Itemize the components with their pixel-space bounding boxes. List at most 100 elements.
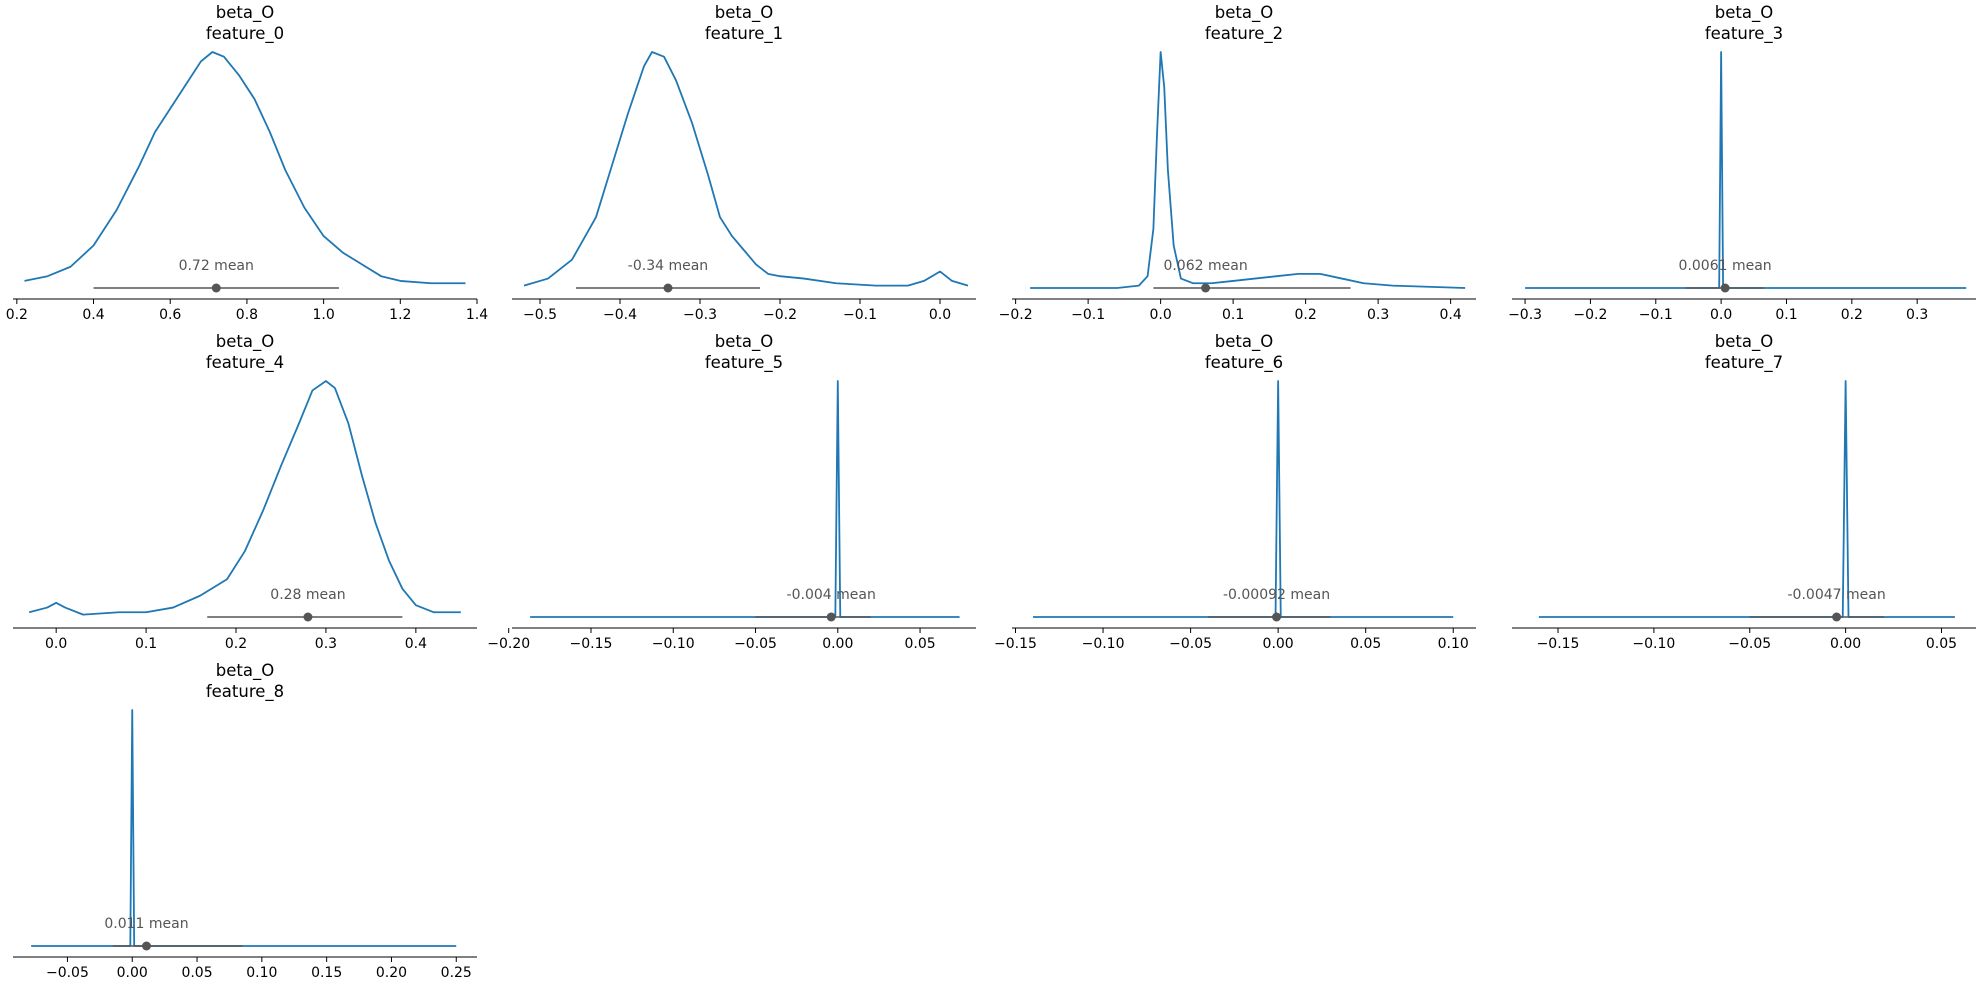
x-tick-label: 0.2 [6,307,28,323]
x-tick-label: −0.15 [994,636,1037,652]
x-tick-label: −0.2 [1573,307,1607,323]
subplot-title-variable: beta_O [1215,3,1273,23]
mean-point [1832,612,1842,622]
x-tick-label: 0.0 [1710,307,1732,323]
subplot-title-coordinate: feature_8 [206,682,284,702]
x-tick-label: 0.20 [376,965,407,981]
x-tick-label: 1.2 [389,307,411,323]
x-tick-label: −0.4 [603,307,637,323]
x-tick-label: 0.0 [1149,307,1171,323]
x-tick-label: −0.10 [1082,636,1125,652]
subplot-title-coordinate: feature_4 [206,353,284,373]
x-tick-label: −0.05 [1169,636,1212,652]
subplot-title-coordinate: feature_6 [1205,353,1283,373]
mean-label: 0.011 mean [104,916,188,932]
x-tick-label: −0.05 [1728,636,1771,652]
mean-label: 0.28 mean [270,587,345,603]
x-tick-label: −0.3 [683,307,717,323]
subplot-title-coordinate: feature_2 [1205,24,1283,44]
x-tick-label: 0.1 [1222,307,1244,323]
subplot-title-variable: beta_O [216,3,274,23]
density-curve [31,709,457,947]
x-tick-label: 0.3 [315,636,337,652]
mean-label: 0.062 mean [1163,258,1247,274]
subplot-title-variable: beta_O [1715,3,1773,23]
subplot-title-coordinate: feature_5 [705,353,783,373]
x-tick-label: −0.15 [570,636,613,652]
x-tick-label: 0.6 [159,307,181,323]
mean-point [303,612,313,622]
subplot-title-variable: beta_O [216,661,274,681]
x-tick-label: 0.1 [1775,307,1797,323]
x-tick-label: 0.3 [1906,307,1928,323]
x-tick-label: 0.4 [82,307,104,323]
density-curve [24,51,466,285]
x-tick-label: 0.25 [441,965,472,981]
mean-label: -0.00092 mean [1223,587,1330,603]
density-curve [1525,51,1967,289]
subplot-title-variable: beta_O [715,332,773,352]
mean-point [663,283,673,293]
x-tick-label: 1.0 [312,307,334,323]
x-tick-label: 0.00 [1830,636,1861,652]
density-curve [1033,380,1454,618]
x-tick-label: −0.10 [1632,636,1675,652]
x-tick-label: −0.20 [487,636,530,652]
subplot-title-coordinate: feature_0 [206,24,284,44]
mean-point [1720,283,1730,293]
x-tick-label: 0.00 [822,636,853,652]
x-tick-label: 1.4 [466,307,488,323]
mean-label: -0.34 mean [628,258,708,274]
density-curve [523,51,969,287]
x-tick-label: 0.10 [246,965,277,981]
x-tick-label: 0.2 [1294,307,1316,323]
density-curve [530,380,960,618]
subplot-title-variable: beta_O [715,3,773,23]
x-tick-label: 0.3 [1367,307,1389,323]
mean-point [141,941,151,951]
subplot-title-coordinate: feature_3 [1705,24,1783,44]
x-tick-label: −0.2 [999,307,1033,323]
x-tick-label: 0.05 [181,965,212,981]
x-tick-label: 0.4 [1439,307,1461,323]
density-curve [28,380,461,616]
mean-point [826,612,836,622]
x-tick-label: 0.15 [311,965,342,981]
x-tick-label: 0.05 [904,636,935,652]
x-tick-label: 0.0 [45,636,67,652]
mean-label: -0.0047 mean [1788,587,1886,603]
density-curve [1030,51,1466,289]
x-tick-label: 0.4 [405,636,427,652]
mean-label: 0.72 mean [179,258,254,274]
x-tick-label: −0.10 [652,636,695,652]
x-tick-label: 0.10 [1438,636,1469,652]
subplot-title-variable: beta_O [1715,332,1773,352]
x-tick-label: −0.05 [46,965,89,981]
mean-point [1272,612,1282,622]
x-tick-label: 0.05 [1350,636,1381,652]
x-tick-label: −0.2 [763,307,797,323]
x-tick-label: −0.1 [843,307,877,323]
x-tick-label: 0.2 [1841,307,1863,323]
x-tick-label: 0.00 [117,965,148,981]
x-tick-label: −0.3 [1508,307,1542,323]
x-tick-label: 0.05 [1926,636,1957,652]
mean-point [1201,283,1211,293]
subplot-title-coordinate: feature_1 [705,24,783,44]
mean-label: -0.004 mean [787,587,876,603]
subplot-title-coordinate: feature_7 [1705,353,1783,373]
x-tick-label: 0.8 [236,307,258,323]
x-tick-label: 0.00 [1263,636,1294,652]
mean-point [211,283,221,293]
x-tick-label: 0.0 [929,307,951,323]
subplot-title-variable: beta_O [216,332,274,352]
